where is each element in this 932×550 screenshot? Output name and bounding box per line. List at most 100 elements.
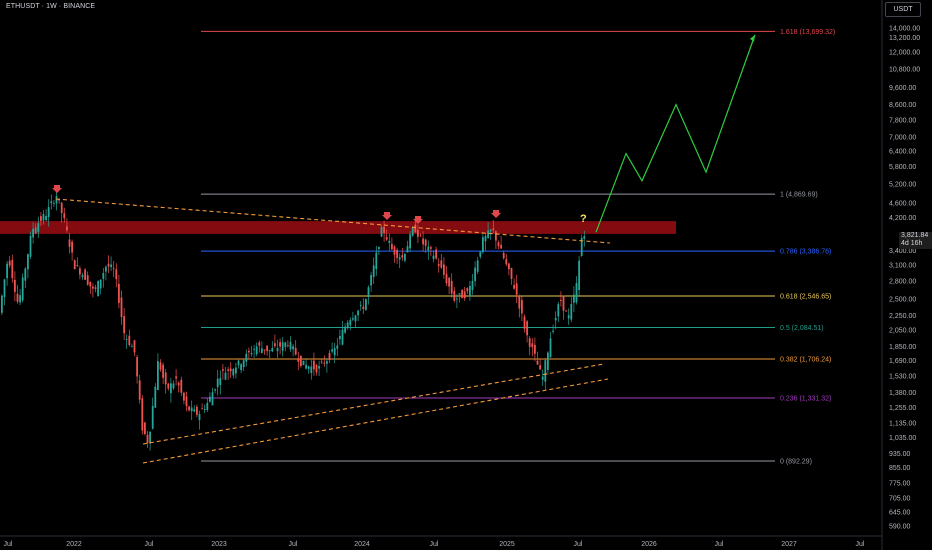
candle-body — [73, 260, 76, 270]
candle-body — [510, 268, 513, 279]
candle-body — [500, 244, 502, 249]
candle-body — [469, 285, 471, 297]
symbol-label: ETHUSDT · 1W · BINANCE — [6, 3, 96, 10]
candle-body — [102, 272, 105, 279]
candle-body — [414, 224, 417, 233]
candle-body — [578, 260, 580, 291]
question-mark-annotation: ? — [580, 213, 587, 225]
candle-body — [185, 396, 188, 407]
candle-body — [289, 341, 292, 350]
x-axis: Jul 2022 Jul 2023 Jul 2024 Jul 2025 Jul 2026 Jul 20… — [0, 535, 882, 548]
candle-body — [8, 260, 11, 266]
candle-body — [141, 398, 144, 431]
candle-body — [450, 280, 453, 294]
candle-body — [159, 362, 162, 370]
candle-body — [89, 281, 92, 287]
candle-body — [336, 345, 339, 349]
candle-body — [242, 360, 245, 368]
x-tick-label: 2026 — [641, 541, 657, 548]
candle-body — [3, 279, 6, 297]
candle-body — [229, 368, 232, 372]
candle-body — [320, 361, 323, 363]
y-tick-label: 705.00 — [889, 495, 911, 502]
candle-body — [245, 353, 248, 362]
down-arrow-marker — [52, 185, 62, 193]
candle-body — [445, 273, 448, 284]
candle-body — [385, 237, 388, 240]
candle-body — [284, 342, 287, 347]
candle-body — [118, 283, 120, 303]
y-tick-label: 1,530.00 — [889, 374, 916, 381]
candle-body — [235, 367, 237, 374]
candle-body — [279, 342, 281, 347]
y-tick-label: 5,200.00 — [889, 181, 916, 188]
candle-body — [300, 355, 302, 366]
candle-body — [302, 360, 305, 365]
candle-body — [196, 406, 198, 415]
candle-body — [209, 396, 211, 402]
candle-body — [544, 360, 547, 382]
y-tick-label: 5,800.00 — [889, 164, 916, 171]
candle-body — [248, 350, 250, 353]
candle-body — [489, 229, 492, 232]
x-tick-label: Jul — [4, 541, 13, 548]
candle-body — [357, 310, 359, 316]
candle-body — [271, 348, 274, 352]
candle-body — [175, 376, 177, 379]
candle-body — [261, 348, 263, 353]
candle-body — [224, 372, 227, 380]
candle-body — [341, 329, 344, 345]
fib-levels: 1.618 (13,699.32) 1 (4,869.69) 0.786 (3,38… — [201, 29, 835, 465]
candle-body — [521, 299, 523, 314]
candle-body — [419, 234, 422, 236]
candle-body — [211, 392, 214, 406]
y-tick-label: 3,100.00 — [889, 263, 916, 270]
candle-body — [138, 380, 141, 400]
candle-body — [562, 295, 565, 311]
candle-body — [315, 364, 318, 373]
candle-body — [34, 227, 37, 234]
y-tick-label: 1,850.00 — [889, 344, 916, 351]
candle-body — [281, 342, 284, 351]
arrow-head — [750, 34, 755, 42]
candle-body — [427, 246, 430, 251]
candle-body — [287, 345, 289, 347]
candle-body — [37, 223, 40, 232]
candle-body — [214, 389, 216, 391]
current-price: 3,821.84 — [901, 232, 929, 239]
candle-body — [294, 347, 297, 355]
dashed-trendline — [55, 198, 611, 244]
fib-label: 0.5 (2,084.51) — [780, 325, 824, 332]
candle-body — [190, 407, 193, 412]
candle-body — [76, 264, 79, 266]
fib-label: 0.786 (3,386.76) — [780, 249, 831, 256]
candle-body — [432, 255, 435, 259]
candle-body — [47, 207, 50, 218]
candle-body — [188, 406, 190, 411]
candle-body — [461, 290, 463, 299]
candle-body — [198, 414, 201, 421]
candle-body — [404, 254, 406, 261]
candle-body — [471, 281, 474, 291]
candle-body — [253, 349, 255, 350]
candle-body — [32, 228, 34, 238]
candle-body — [149, 431, 151, 444]
candle-body — [297, 359, 300, 362]
candle-body — [560, 299, 562, 302]
y-tick-label: 4,200.00 — [889, 215, 916, 222]
candle-body — [375, 252, 378, 269]
currency-button[interactable]: USDT — [885, 2, 921, 17]
candle-body — [378, 247, 380, 249]
candle-body — [372, 265, 375, 277]
y-tick-label: 1,690.00 — [889, 358, 916, 365]
y-tick-label: 9,600.00 — [889, 85, 916, 92]
x-tick-label: Jul — [430, 541, 439, 548]
candle-body — [40, 216, 42, 221]
x-tick-label: Jul — [289, 541, 298, 548]
candle-body — [157, 361, 159, 390]
candle-body — [448, 277, 450, 287]
x-tick-label: Jul — [145, 541, 154, 548]
candle-body — [255, 346, 258, 355]
candle-body — [531, 343, 534, 348]
